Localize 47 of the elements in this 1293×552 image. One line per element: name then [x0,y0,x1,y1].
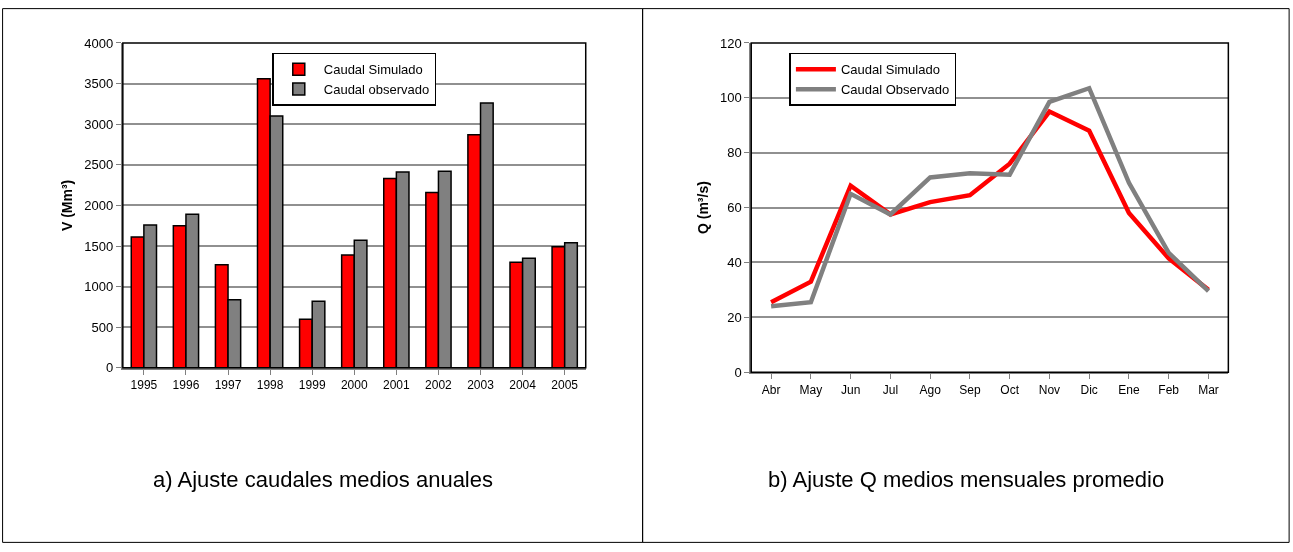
y-tick-label: 80 [727,145,742,161]
legend-label: Caudal Observado [840,82,950,98]
x-tick-label: 1997 [214,378,242,393]
x-tick-label: Dic [1080,382,1098,397]
text: a) Ajuste caudales medios anuales [153,467,493,492]
y-tick-label: 4000 [84,35,114,51]
x-tick-label: Feb [1158,382,1180,397]
x-tick-label: 1998 [256,378,284,393]
legend-label: Caudal Simulado [323,62,423,78]
y-tick-label: 500 [91,319,114,335]
x-tick-label: 1995 [130,378,158,393]
y-axis-title: V (Mm³) [59,179,76,232]
x-tick-label: Ago [919,382,942,397]
legend-label: Caudal Simulado [840,62,940,78]
x-tick-label: 1999 [298,378,326,393]
x-tick-label: Sep [959,382,981,397]
y-tick-label: 3000 [84,116,114,132]
y-tick-label: 20 [727,309,742,325]
y-tick-label: 0 [734,364,742,380]
y-tick-label: 3500 [84,76,114,92]
x-tick-label: 2003 [467,378,495,393]
x-tick-label: Mar [1198,382,1219,397]
x-tick-label: Jul [882,382,899,397]
x-tick-label: May [799,382,823,397]
y-tick-label: 0 [106,360,114,376]
legend-label: Caudal observado [323,82,430,98]
y-tick-label: 1000 [84,279,114,295]
x-tick-label: 2001 [383,378,411,393]
x-tick-label: Jun [840,382,861,397]
y-tick-label: 1500 [84,238,114,254]
y-tick-label: 100 [719,90,742,106]
y-tick-label: 40 [727,254,742,270]
x-tick-label: 2005 [551,378,579,393]
x-tick-label: 2000 [340,378,368,393]
x-tick-label: Nov [1038,382,1061,397]
x-tick-label: 2004 [509,378,537,393]
y-tick-label: 120 [719,35,742,51]
x-tick-label: Oct [1000,382,1020,397]
y-axis-title: Q (m³/s) [695,181,712,235]
y-tick-label: 2500 [84,157,114,173]
x-tick-label: 2002 [425,378,453,393]
text: b) Ajuste Q medios mensuales promedio [768,467,1165,492]
x-tick-label: Ene [1118,382,1140,397]
y-tick-label: 2000 [84,197,114,213]
x-tick-label: Abr [761,382,781,397]
x-tick-label: 1996 [172,378,200,393]
y-tick-label: 60 [727,200,742,216]
